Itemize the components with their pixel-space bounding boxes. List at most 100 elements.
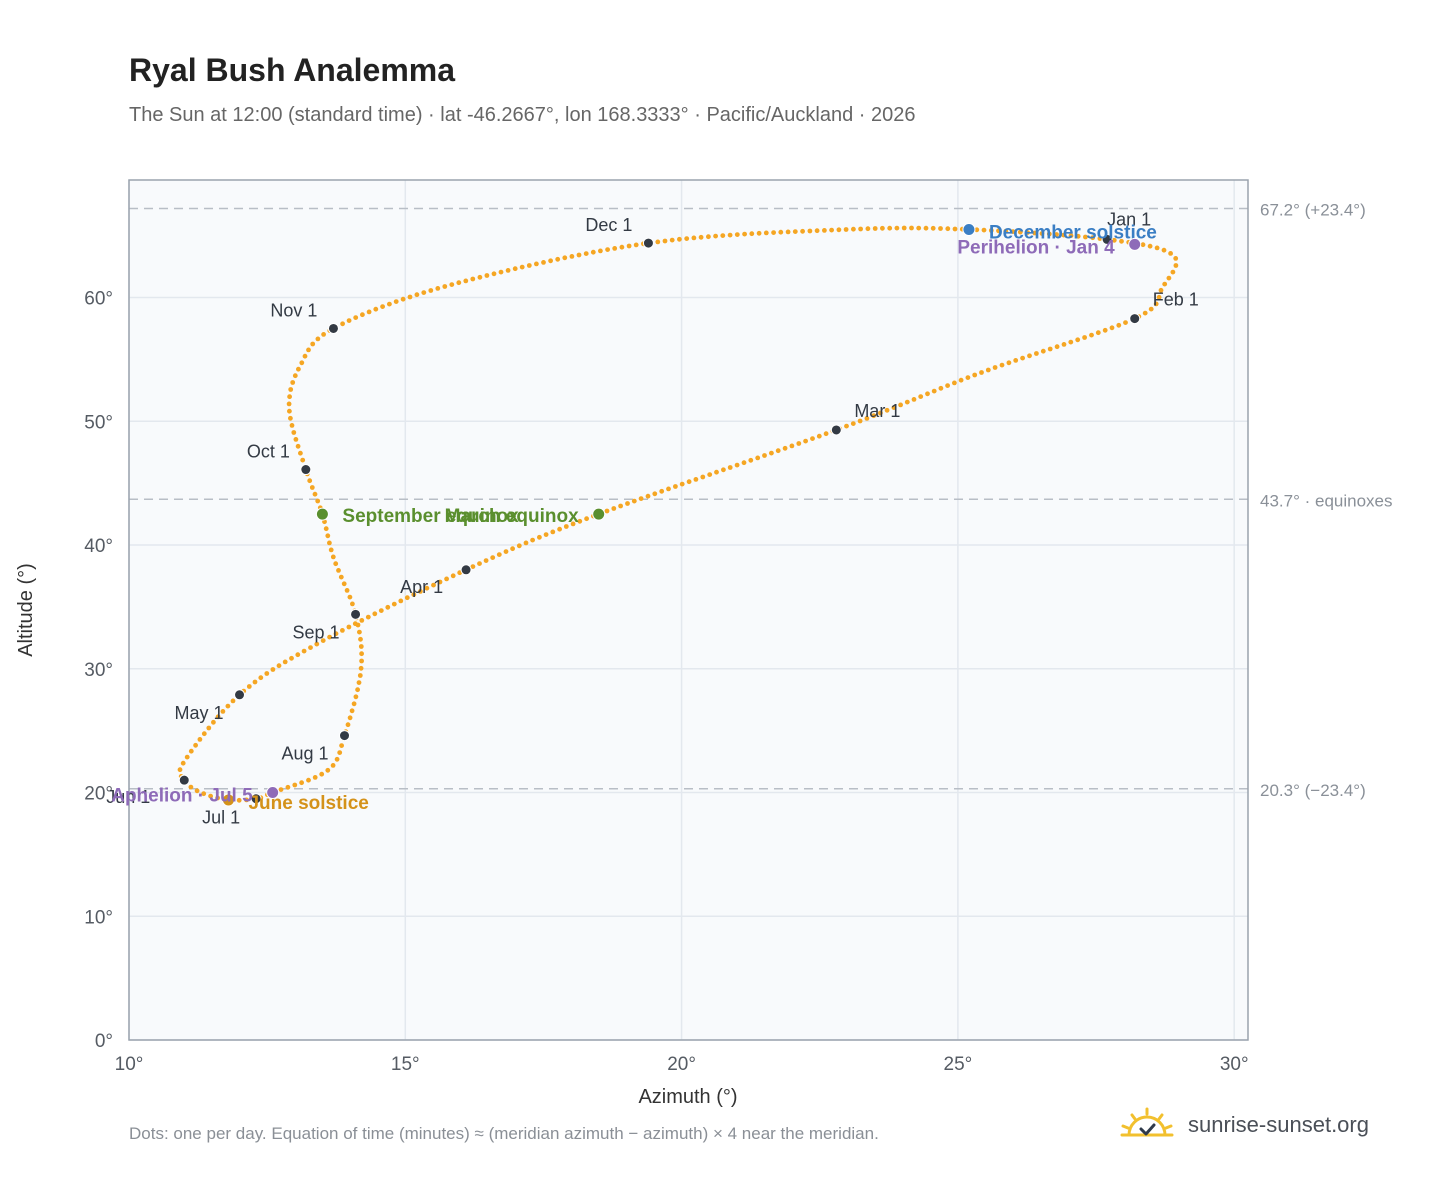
daily-dot	[864, 416, 870, 421]
daily-dot	[359, 651, 364, 657]
daily-dot	[1166, 275, 1172, 281]
x-tick-label: 10°	[115, 1054, 144, 1075]
daily-dot	[771, 230, 776, 236]
daily-dot	[720, 233, 726, 239]
daily-dot	[276, 663, 282, 669]
daily-dot	[424, 585, 430, 591]
daily-dot	[1068, 233, 1074, 239]
daily-dot	[456, 280, 462, 286]
daily-dot	[612, 246, 618, 251]
month-marker-label: Jul 1	[202, 808, 240, 828]
brand-logo[interactable]: sunrise-sunset.org	[1120, 1100, 1369, 1150]
month-marker	[300, 464, 312, 476]
daily-dot	[749, 231, 755, 237]
daily-dot	[872, 226, 878, 231]
footnote: Dots: one per day. Equation of time (min…	[129, 1124, 879, 1143]
daily-dot	[296, 366, 301, 372]
daily-dot	[184, 754, 190, 760]
daily-dot	[287, 408, 292, 414]
daily-dot	[843, 227, 849, 232]
daily-dot	[350, 601, 355, 607]
daily-dot	[800, 228, 805, 234]
daily-dot	[1013, 358, 1019, 363]
daily-dot	[1083, 234, 1088, 240]
daily-dot	[1161, 247, 1167, 253]
daily-dot	[490, 555, 496, 560]
daily-dot	[338, 574, 344, 580]
daily-dot	[290, 380, 296, 385]
daily-dot	[923, 225, 929, 231]
daily-dot	[1119, 238, 1124, 244]
daily-dot	[775, 448, 781, 454]
daily-dot	[360, 312, 365, 318]
daily-dot	[884, 407, 890, 413]
daily-dot	[850, 421, 856, 426]
daily-dot	[1047, 346, 1053, 352]
daily-dot	[1040, 348, 1046, 354]
daily-dot	[1090, 235, 1096, 241]
daily-dot	[938, 226, 943, 231]
daily-dot	[411, 592, 417, 597]
daily-dot	[372, 611, 378, 617]
daily-dot	[353, 315, 359, 320]
daily-dot	[584, 516, 589, 522]
daily-dot	[314, 641, 320, 647]
daily-dot	[288, 415, 293, 421]
y-tick-label: 10°	[84, 907, 113, 928]
daily-dot	[1089, 332, 1094, 338]
y-axis-label: Altitude (°)	[15, 563, 37, 657]
daily-dot	[246, 684, 252, 689]
daily-dot	[1111, 237, 1117, 243]
daily-dot	[543, 532, 549, 537]
daily-dot	[655, 239, 661, 245]
daily-dot	[477, 274, 483, 280]
daily-dot	[763, 230, 769, 236]
month-marker-label: Sep 1	[293, 622, 340, 642]
y-tick-label: 60°	[84, 289, 113, 310]
daily-dot	[707, 472, 713, 477]
daily-dot	[211, 719, 216, 725]
daily-dot	[359, 618, 365, 623]
daily-dot	[555, 256, 561, 262]
daily-dot	[346, 624, 352, 630]
daily-dot	[306, 347, 311, 353]
daily-dot	[373, 306, 379, 312]
brand-name[interactable]: sunrise-sunset.org	[1188, 1112, 1369, 1137]
daily-dot	[1039, 231, 1045, 236]
daily-dot	[353, 694, 359, 700]
y-tick-label: 0°	[95, 1031, 113, 1052]
daily-dot	[618, 503, 623, 509]
daily-dot	[470, 564, 476, 569]
daily-dot	[278, 787, 284, 792]
daily-dot	[215, 714, 221, 720]
daily-dot	[1082, 335, 1087, 340]
daily-dot	[1173, 263, 1179, 268]
daily-dot	[307, 478, 313, 484]
daily-dot	[742, 231, 747, 237]
event-label: Aphelion · Jul 5	[111, 786, 253, 807]
daily-dot	[590, 249, 596, 255]
daily-dot	[938, 385, 944, 391]
daily-dot	[299, 360, 305, 366]
daily-dot	[1154, 245, 1160, 251]
daily-dot	[470, 276, 476, 282]
daily-dot	[557, 526, 562, 532]
daily-dot	[333, 631, 339, 637]
daily-dot	[1075, 233, 1081, 239]
daily-dot	[291, 430, 297, 435]
daily-dot	[918, 394, 924, 399]
daily-dot	[349, 708, 355, 714]
daily-dot	[1032, 230, 1038, 236]
daily-dot	[605, 247, 610, 253]
daily-dot	[713, 233, 718, 239]
daily-dot	[1061, 342, 1067, 347]
daily-dot	[563, 524, 569, 529]
daily-dot	[652, 491, 658, 497]
daily-dot	[435, 286, 441, 291]
daily-dot	[666, 486, 671, 492]
daily-dot	[1095, 330, 1101, 336]
daily-dot	[286, 401, 292, 407]
daily-dot	[952, 226, 958, 232]
daily-dot	[355, 622, 361, 628]
